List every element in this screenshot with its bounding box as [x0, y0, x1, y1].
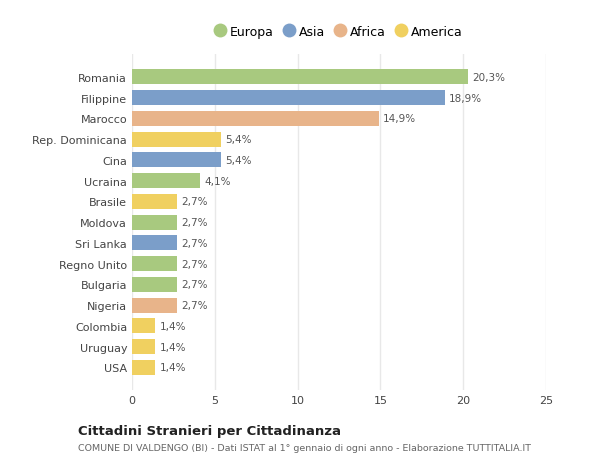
Text: 5,4%: 5,4%: [226, 135, 252, 145]
Text: 18,9%: 18,9%: [449, 94, 482, 103]
Text: 1,4%: 1,4%: [160, 342, 186, 352]
Text: COMUNE DI VALDENGO (BI) - Dati ISTAT al 1° gennaio di ogni anno - Elaborazione T: COMUNE DI VALDENGO (BI) - Dati ISTAT al …: [78, 443, 531, 452]
Bar: [132, 70, 468, 85]
Text: 2,7%: 2,7%: [181, 197, 208, 207]
Bar: [132, 319, 155, 334]
Bar: [132, 174, 200, 189]
Text: 14,9%: 14,9%: [383, 114, 416, 124]
Text: Cittadini Stranieri per Cittadinanza: Cittadini Stranieri per Cittadinanza: [78, 424, 341, 437]
Bar: [132, 277, 177, 292]
Text: 2,7%: 2,7%: [181, 280, 208, 290]
Text: 2,7%: 2,7%: [181, 238, 208, 248]
Text: 2,7%: 2,7%: [181, 259, 208, 269]
Bar: [132, 257, 177, 271]
Text: 1,4%: 1,4%: [160, 363, 186, 372]
Text: 20,3%: 20,3%: [472, 73, 505, 83]
Text: 4,1%: 4,1%: [204, 176, 230, 186]
Bar: [132, 195, 177, 209]
Bar: [132, 215, 177, 230]
Bar: [132, 236, 177, 251]
Text: 1,4%: 1,4%: [160, 321, 186, 331]
Bar: [132, 91, 445, 106]
Bar: [132, 132, 221, 147]
Bar: [132, 298, 177, 313]
Bar: [132, 112, 379, 127]
Text: 5,4%: 5,4%: [226, 156, 252, 166]
Bar: [132, 339, 155, 354]
Bar: [132, 360, 155, 375]
Legend: Europa, Asia, Africa, America: Europa, Asia, Africa, America: [210, 21, 468, 44]
Text: 2,7%: 2,7%: [181, 218, 208, 228]
Bar: [132, 153, 221, 168]
Text: 2,7%: 2,7%: [181, 300, 208, 310]
